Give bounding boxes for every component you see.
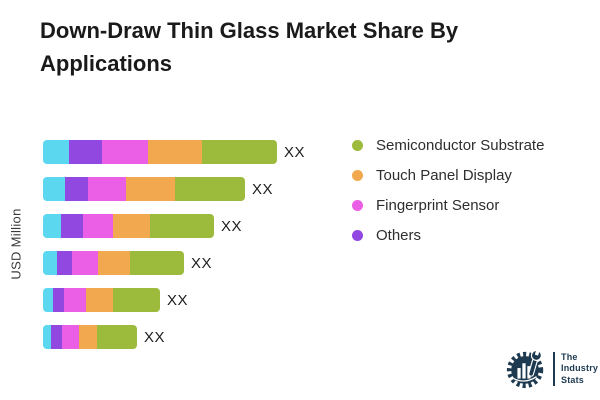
bar-row: XX <box>43 288 305 312</box>
stacked-bar <box>43 140 277 164</box>
bar-value-label: XX <box>144 328 166 346</box>
bar-segment <box>43 288 53 312</box>
logo-divider <box>553 352 555 386</box>
bar-segment <box>98 251 130 275</box>
bar-segment <box>102 140 148 164</box>
bar-segment <box>130 251 184 275</box>
bar-value-label: XX <box>191 254 213 272</box>
bar-segment <box>202 140 277 164</box>
legend-dot-icon <box>352 229 363 241</box>
legend-dot-icon <box>352 139 363 151</box>
legend-label: Semiconductor Substrate <box>376 136 545 154</box>
legend-label: Others <box>376 226 422 244</box>
bar-segment <box>86 288 113 312</box>
bar-segment <box>43 177 65 201</box>
bar-segment <box>113 214 150 238</box>
bar-row: XX <box>43 140 305 164</box>
bar-segment <box>64 288 86 312</box>
legend-label: Fingerprint Sensor <box>376 196 500 214</box>
bar-row: XX <box>43 251 305 275</box>
bar-segment <box>43 251 57 275</box>
legend-dot-icon <box>352 199 363 211</box>
bar-segment <box>97 325 137 349</box>
bar-segment <box>43 140 69 164</box>
stacked-bar <box>43 177 245 201</box>
bar-segment <box>57 251 72 275</box>
bar-segment <box>148 140 202 164</box>
bar-rows: XX XX XX XX XX XX <box>43 140 305 349</box>
legend-label: Touch Panel Display <box>376 166 512 184</box>
bar-segment <box>43 325 51 349</box>
bar-segment <box>51 325 62 349</box>
bar-segment <box>65 177 88 201</box>
stacked-bar <box>43 251 184 275</box>
legend-item: Touch Panel Display <box>352 160 544 190</box>
logo-text-line2: Industry <box>561 363 599 374</box>
chart-title: Down-Draw Thin Glass Market Share By App… <box>40 18 459 76</box>
legend: Semiconductor Substrate Touch Panel Displ… <box>352 130 544 250</box>
bar-segment <box>175 177 245 201</box>
bar-row: XX <box>43 325 305 349</box>
bar-row: XX <box>43 177 305 201</box>
bar-segment <box>113 288 160 312</box>
bar-row: XX <box>43 214 305 238</box>
bar-segment <box>83 214 113 238</box>
logo-text-line3: Stats <box>561 374 585 385</box>
y-axis-label: USD Million <box>8 208 24 280</box>
brand-logo: The Industry Stats <box>505 348 598 390</box>
bar-segment <box>69 140 102 164</box>
bar-value-label: XX <box>284 143 306 161</box>
logo-text: The Industry Stats <box>561 352 598 387</box>
bar-segment <box>88 177 126 201</box>
bar-segment <box>126 177 175 201</box>
legend-item: Fingerprint Sensor <box>352 190 544 220</box>
stacked-bar <box>43 325 137 349</box>
bar-segment <box>53 288 64 312</box>
bar-segment <box>62 325 79 349</box>
legend-dot-icon <box>352 169 363 181</box>
logo-text-line1: The <box>561 351 578 362</box>
legend-item: Semiconductor Substrate <box>352 130 544 160</box>
stacked-bar <box>43 214 214 238</box>
bar-value-label: XX <box>252 180 274 198</box>
stacked-bar <box>43 288 160 312</box>
bar-segment <box>72 251 98 275</box>
bar-segment <box>61 214 83 238</box>
bar-segment <box>79 325 97 349</box>
gear-wrench-icon <box>506 348 544 389</box>
bar-value-label: XX <box>167 291 189 309</box>
bar-segment <box>150 214 214 238</box>
bar-value-label: XX <box>221 217 243 235</box>
legend-item: Others <box>352 220 544 250</box>
bar-segment <box>43 214 61 238</box>
